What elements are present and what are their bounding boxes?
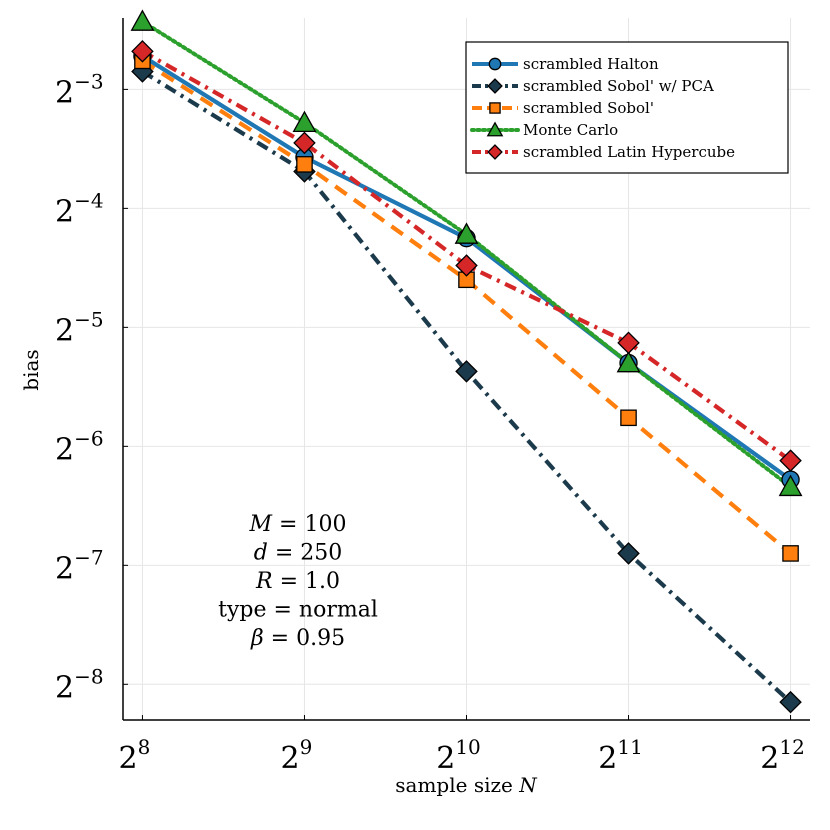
legend-marker-2 (489, 102, 501, 114)
annotation-line: β = 0.95 (250, 626, 345, 651)
series-line-1 (141, 69, 792, 704)
legend-label-3: Monte Carlo (523, 121, 618, 139)
series-1-point-4 (779, 690, 802, 714)
legend-label-2: scrambled Sobol' (523, 99, 654, 117)
x-tick-label: 29 (281, 735, 313, 776)
series-3-point-3 (616, 350, 641, 373)
legend[interactable]: scrambled Halton scrambled Sobol' w/ PCA s… (465, 41, 789, 174)
legend-marker-1 (487, 78, 503, 94)
legend-marker-4 (487, 144, 503, 160)
legend-marker-0 (488, 57, 502, 71)
tick-labels: 28 29 210 211 212 2−3 2−4 2−5 2−6 2−7 2−8 (55, 69, 805, 776)
axes (122, 18, 810, 721)
x-tick-label: 212 (760, 735, 805, 776)
annotation-block: M = 100 d = 250 R = 1.0 type = normal β = 0.… (218, 512, 378, 651)
legend-label-4: scrambled Latin Hypercube (523, 143, 735, 161)
legend-label-1: scrambled Sobol' w/ PCA (523, 77, 714, 95)
series-3-point-1 (292, 110, 317, 132)
y-tick-label: 2−7 (55, 545, 104, 586)
series-4-point-2 (455, 254, 478, 277)
series-4-point-3 (617, 331, 640, 355)
series-4-point-4 (779, 449, 802, 472)
legend-label-0: scrambled Halton (523, 55, 659, 73)
annotation-line: R = 1.0 (255, 569, 340, 594)
y-tick-label: 2−6 (55, 426, 104, 467)
y-tick-label: 2−3 (55, 69, 104, 110)
x-tick-label: 211 (598, 735, 643, 776)
legend-marker-3 (486, 121, 504, 137)
annotation-line: type = normal (218, 598, 378, 623)
series-2-point-4 (782, 545, 799, 562)
series-3-point-2 (454, 222, 479, 244)
series-1-point-2 (455, 360, 478, 383)
x-tick-label: 210 (436, 735, 481, 776)
series-3-point-4 (778, 474, 803, 497)
x-tick-label: 28 (119, 735, 151, 776)
y-tick-label: 2−8 (55, 664, 104, 705)
y-tick-label: 2−4 (55, 188, 104, 229)
series-layer (130, 9, 803, 714)
series-4-point-1 (293, 131, 316, 155)
series-4-point-0 (131, 40, 154, 63)
series-2-point-3 (620, 409, 637, 427)
y-axis-label: bias (19, 349, 43, 390)
series-1-point-3 (617, 542, 640, 565)
annotation-line: M = 100 (249, 512, 347, 537)
y-tick-label: 2−5 (55, 307, 104, 348)
legend-box (465, 41, 789, 174)
series-3-point-0 (130, 9, 155, 31)
annotation-line: d = 250 (254, 541, 343, 566)
series-2-point-1 (296, 156, 313, 173)
x-axis-label: sample size N (395, 773, 538, 797)
